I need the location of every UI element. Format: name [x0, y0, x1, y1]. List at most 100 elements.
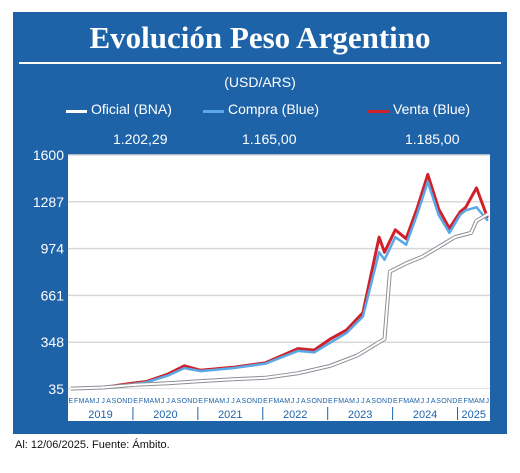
compra-series-point	[264, 362, 267, 365]
legend-swatch-compra	[203, 110, 224, 113]
compra-series-point	[231, 366, 235, 370]
x-month-label: D	[258, 398, 263, 405]
x-month-label: A	[431, 398, 436, 405]
oficial-series-point	[388, 270, 392, 273]
x-month-label: E	[263, 398, 268, 405]
oficial-series-point	[199, 379, 202, 383]
x-month-label: O	[311, 398, 317, 405]
x-month-label: F	[334, 398, 338, 405]
x-month-label: J	[421, 398, 425, 405]
compra-series-point	[296, 349, 300, 353]
compra-series-point	[464, 209, 467, 212]
x-month-label: J	[226, 398, 230, 405]
venta-series-point	[464, 206, 467, 209]
x-month-label: E	[198, 398, 203, 405]
x-month-label: O	[247, 398, 253, 405]
venta-series-point	[383, 250, 386, 254]
x-month-label: M	[403, 398, 409, 405]
x-month-label: A	[106, 398, 111, 405]
compra-series-point	[345, 331, 348, 335]
x-month-label: D	[193, 398, 198, 405]
legend-label-compra: Compra (Blue)	[228, 101, 320, 117]
x-month-label: D	[322, 398, 327, 405]
x-month-label: A	[409, 398, 414, 405]
x-month-label: J	[296, 398, 300, 405]
y-tick-label: 348	[41, 334, 65, 350]
oficial-series-point	[486, 213, 489, 216]
x-month-label: O	[441, 398, 447, 405]
x-month-label: N	[187, 398, 192, 405]
compra-series-point	[377, 250, 381, 254]
x-month-label: A	[279, 398, 284, 405]
oficial-series-point	[356, 354, 359, 357]
legend-value-compra: 1.165,00	[242, 131, 297, 147]
x-month-label: F	[269, 398, 273, 405]
venta-series-line	[70, 172, 489, 390]
venta-series-point	[329, 337, 332, 341]
x-month-label: M	[414, 398, 420, 405]
x-year-label: 2022	[283, 409, 307, 421]
x-month-label: D	[128, 398, 133, 405]
legend-label-oficial: Oficial (BNA)	[91, 101, 172, 117]
compra-series-point	[183, 366, 186, 370]
oficial-series-point	[383, 337, 386, 341]
x-month-label: J	[356, 398, 360, 405]
compra-series-point	[166, 374, 170, 377]
x-month-label: J	[231, 398, 235, 405]
venta-series-point	[183, 364, 186, 368]
x-month-label: E	[393, 398, 398, 405]
x-month-label: A	[366, 398, 371, 405]
compra-series-point	[448, 231, 451, 234]
x-month-label: S	[306, 398, 311, 405]
x-month-label: S	[177, 398, 182, 405]
venta-series-point	[475, 186, 478, 190]
x-month-label: A	[150, 398, 155, 405]
venta-series-point	[459, 210, 462, 214]
oficial-series-point	[469, 231, 473, 234]
x-month-label: F	[139, 398, 143, 405]
x-month-label: O	[117, 398, 123, 405]
x-year-label: 2025	[462, 409, 486, 421]
chart-subtitle: (USD/ARS)	[224, 74, 296, 90]
oficial-series-point	[134, 383, 137, 387]
x-month-label: J	[166, 398, 170, 405]
oficial-series-point	[231, 378, 235, 381]
x-month-label: D	[387, 398, 392, 405]
legend-swatch-oficial	[66, 110, 87, 113]
x-month-label: M	[154, 398, 160, 405]
x-month-label: A	[85, 398, 90, 405]
footer-note: Al: 12/06/2025. Fuente: Ámbito.	[15, 439, 170, 451]
compra-series-point	[437, 213, 440, 217]
compra-series-point	[312, 351, 316, 354]
x-month-label: N	[447, 398, 452, 405]
x-month-label: M	[338, 398, 344, 405]
x-month-label: M	[219, 398, 225, 405]
x-month-label: A	[301, 398, 306, 405]
x-axis-band	[68, 389, 490, 421]
compra-series-point	[404, 243, 408, 246]
chart-title: Evolución Peso Argentino	[89, 20, 431, 55]
x-month-label: N	[122, 398, 127, 405]
oficial-series-point	[453, 236, 457, 239]
x-month-label: M	[89, 398, 95, 405]
x-month-label: M	[273, 398, 279, 405]
compra-series-point	[394, 236, 397, 239]
x-month-label: J	[361, 398, 365, 405]
compra-series-point	[329, 341, 332, 344]
x-month-label: N	[317, 398, 322, 405]
venta-series-point	[394, 228, 397, 231]
x-year-label: 2023	[348, 409, 372, 421]
x-month-label: E	[68, 398, 73, 405]
x-month-label: J	[101, 398, 105, 405]
x-month-label: N	[252, 398, 257, 405]
x-month-label: M	[144, 398, 150, 405]
x-month-label: E	[133, 398, 138, 405]
x-month-label: E	[458, 398, 463, 405]
x-month-label: M	[284, 398, 290, 405]
compra-series-point	[361, 315, 365, 318]
x-year-label: 2024	[413, 409, 437, 421]
compra-series-line	[70, 180, 489, 390]
y-tick-label: 661	[41, 287, 65, 303]
x-month-label: F	[204, 398, 208, 405]
x-month-label: S	[436, 398, 441, 405]
